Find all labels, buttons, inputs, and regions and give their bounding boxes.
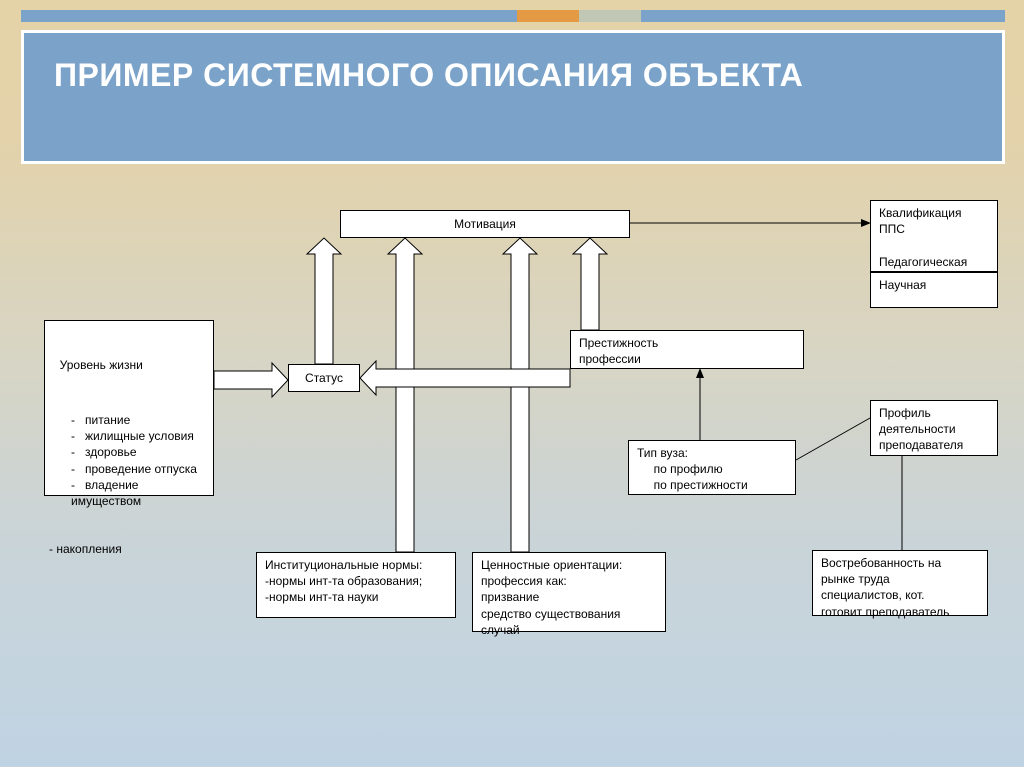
node-profile: Профиль деятельности преподавателя <box>870 400 998 456</box>
node-university-type: Тип вуза: по профилю по престижности <box>628 440 796 495</box>
block-arrow-inst_to_mot <box>388 238 422 552</box>
node-motivation: Мотивация <box>340 210 630 238</box>
node-life-level: Уровень жизни - питание- жилищные услови… <box>44 320 214 496</box>
life-level-item: - владение имуществом <box>71 477 205 509</box>
block-arrow-prestige_to_mot <box>573 238 607 330</box>
block-arrow-status_to_mot <box>307 238 341 364</box>
node-qualification-bottom: Научная <box>870 272 998 308</box>
node-institutional-norms: Институциональные нормы: -нормы инт-та о… <box>256 552 456 618</box>
thin-arrow-profile_line1 <box>796 418 870 460</box>
life-level-item: - здоровье <box>71 444 205 460</box>
node-market-demand: Востребованность на рынке труда специали… <box>812 550 988 616</box>
node-value-orientations: Ценностные ориентации: профессия как: пр… <box>472 552 666 632</box>
life-level-item: - жилищные условия <box>71 428 205 444</box>
life-level-tail: - накопления <box>49 541 205 557</box>
block-arrow-prestige_to_status <box>360 361 570 395</box>
node-status: Статус <box>288 364 360 392</box>
life-level-item: - питание <box>71 412 205 428</box>
diagram-canvas: Мотивация Квалификация ППС Педагогическа… <box>0 0 1024 767</box>
life-level-heading: Уровень жизни <box>53 357 205 373</box>
block-arrow-values_to_mot <box>503 238 537 552</box>
life-level-list: - питание- жилищные условия- здоровье- п… <box>53 412 205 509</box>
node-qualification-top: Квалификация ППС Педагогическая <box>870 200 998 272</box>
life-level-item: - проведение отпуска <box>71 461 205 477</box>
block-arrow-life_to_status <box>214 363 288 397</box>
node-prestige: Престижность профессии <box>570 330 804 369</box>
